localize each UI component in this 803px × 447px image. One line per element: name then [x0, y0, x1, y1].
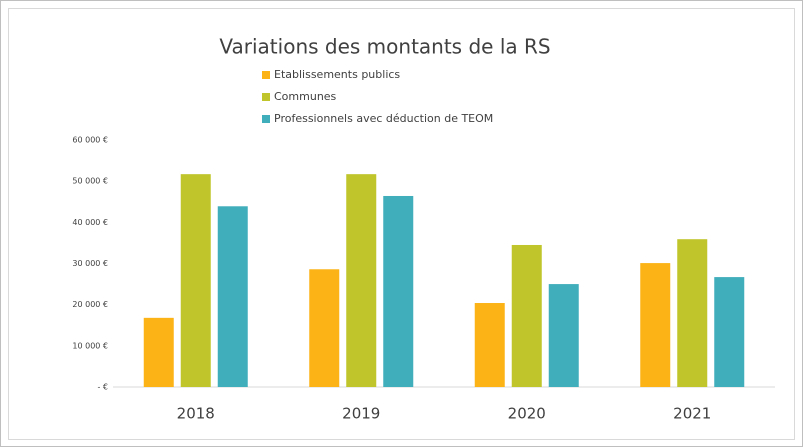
bar: [640, 263, 671, 387]
legend-label: Communes: [274, 90, 337, 103]
bar: [474, 303, 505, 387]
y-tick-label: - €: [97, 383, 108, 392]
y-tick-label: 30 000 €: [72, 259, 108, 268]
y-tick-label: 20 000 €: [72, 300, 108, 309]
bar: [511, 244, 542, 387]
y-tick-label: 50 000 €: [72, 177, 108, 186]
bar: [346, 174, 377, 387]
x-tick-label: 2020: [508, 405, 546, 423]
x-tick-label: 2019: [342, 405, 380, 423]
legend-swatch: [262, 115, 270, 123]
y-tick-label: 10 000 €: [72, 341, 108, 350]
chart-title: Variations des montants de la RS: [219, 35, 550, 59]
y-tick-label: 40 000 €: [72, 218, 108, 227]
bar: [217, 206, 248, 387]
bar: [548, 284, 579, 387]
x-tick-label: 2021: [673, 405, 711, 423]
bar: [143, 317, 174, 387]
y-tick-label: 60 000 €: [72, 136, 108, 145]
legend-label: Professionnels avec déduction de TEOM: [274, 112, 493, 125]
bar: [309, 269, 340, 387]
x-tick-label: 2018: [177, 405, 215, 423]
bar: [677, 239, 708, 387]
legend-label: Etablissements publics: [274, 68, 400, 81]
bar: [180, 174, 211, 387]
bar: [383, 195, 414, 387]
legend-swatch: [262, 71, 270, 79]
legend-swatch: [262, 93, 270, 101]
bar: [714, 277, 745, 387]
